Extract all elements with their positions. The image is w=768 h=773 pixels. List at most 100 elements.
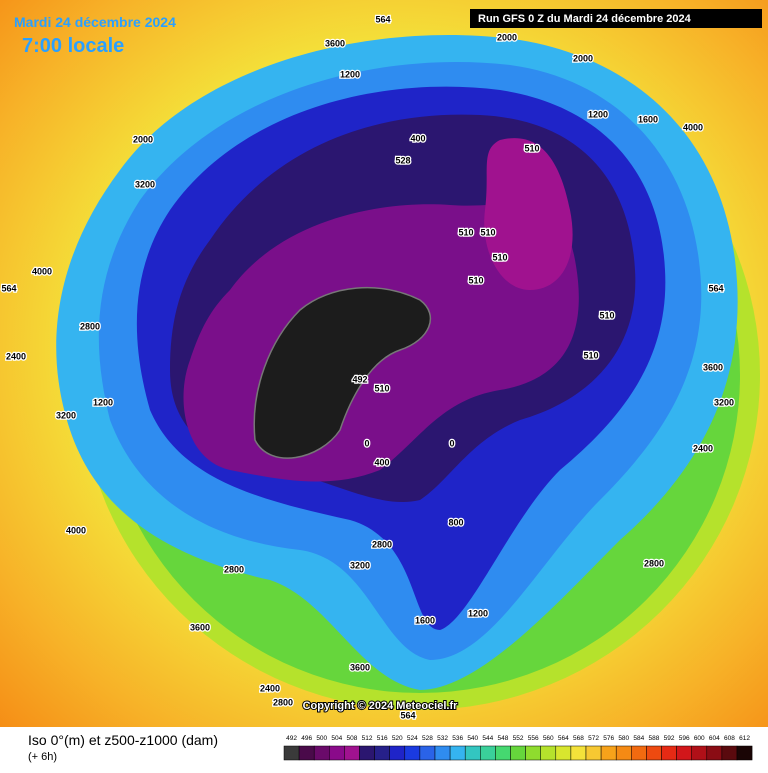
contour-label: 0 bbox=[364, 438, 369, 448]
contour-label: 400 bbox=[410, 133, 425, 143]
scale-swatch bbox=[615, 745, 632, 761]
contour-label: 510 bbox=[492, 252, 507, 262]
scale-label: 492 bbox=[286, 735, 297, 742]
contour-label: 3200 bbox=[56, 410, 76, 420]
contour-label: 510 bbox=[524, 143, 539, 153]
scale-swatch bbox=[555, 745, 572, 761]
contour-label: 2000 bbox=[573, 53, 593, 63]
scale-swatch bbox=[736, 745, 753, 761]
contour-label: 3200 bbox=[135, 179, 155, 189]
scale-swatch bbox=[374, 745, 390, 761]
contour-label: 2400 bbox=[260, 683, 280, 693]
contour-label: 3600 bbox=[325, 38, 345, 48]
contour-label: 2800 bbox=[644, 558, 664, 568]
contour-label: 2800 bbox=[273, 697, 293, 707]
contour-label: 3600 bbox=[703, 362, 723, 372]
scale-swatch bbox=[525, 745, 541, 761]
contour-label: 1200 bbox=[588, 109, 608, 119]
scale-label: 524 bbox=[407, 735, 418, 742]
contour-label: 2800 bbox=[224, 564, 244, 574]
date: Mardi 24 décembre 2024 bbox=[14, 14, 176, 30]
copyright: Copyright © 2024 Meteociel.fr bbox=[303, 700, 459, 712]
scale-label: 584 bbox=[633, 735, 644, 742]
scale-swatch bbox=[600, 745, 617, 761]
time: 7:00 locale bbox=[22, 35, 124, 57]
legend-title: Iso 0°(m) et z500-z1000 (dam) bbox=[28, 732, 218, 748]
contour-label: 510 bbox=[480, 227, 495, 237]
scale-swatch bbox=[313, 745, 330, 761]
contour-label: 2800 bbox=[80, 321, 100, 331]
scale-label: 564 bbox=[558, 735, 569, 742]
scale-label: 508 bbox=[347, 735, 358, 742]
scale-swatch bbox=[676, 745, 692, 761]
run-info: Run GFS 0 Z du Mardi 24 décembre 2024 bbox=[478, 13, 692, 25]
scale-label: 560 bbox=[543, 735, 554, 742]
contour-label: 3200 bbox=[350, 560, 370, 570]
scale-label: 504 bbox=[331, 735, 342, 742]
contour-label: 400 bbox=[374, 457, 389, 467]
scale-label: 540 bbox=[467, 735, 478, 742]
scale-label: 592 bbox=[664, 735, 675, 742]
contour-label: 510 bbox=[374, 383, 389, 393]
scale-label: 548 bbox=[498, 735, 509, 742]
scale-label: 556 bbox=[528, 735, 539, 742]
scale-label: 528 bbox=[422, 735, 433, 742]
scale-label: 500 bbox=[316, 735, 327, 742]
contour-label: 1600 bbox=[415, 615, 435, 625]
scale-swatch bbox=[464, 745, 481, 761]
scale-swatch bbox=[495, 745, 511, 761]
scale-swatch bbox=[570, 745, 587, 761]
contour-label: 2800 bbox=[372, 539, 392, 549]
legend-subtitle: (+ 6h) bbox=[28, 751, 57, 763]
contour-label: 3600 bbox=[350, 662, 370, 672]
contour-label: 4000 bbox=[683, 122, 703, 132]
contour-label: 564 bbox=[400, 710, 415, 720]
contour-label: 528 bbox=[395, 155, 410, 165]
scale-label: 612 bbox=[739, 735, 750, 742]
contour-label: 510 bbox=[599, 310, 614, 320]
contour-label: 3600 bbox=[190, 622, 210, 632]
scale-label: 536 bbox=[452, 735, 463, 742]
contour-label: 564 bbox=[375, 14, 390, 24]
contour-label: 3200 bbox=[714, 397, 734, 407]
contour-label: 800 bbox=[448, 517, 463, 527]
scale-label: 552 bbox=[513, 735, 524, 742]
contour-label: 564 bbox=[1, 283, 16, 293]
scale-label: 600 bbox=[694, 735, 705, 742]
scale-swatch bbox=[721, 745, 738, 761]
scale-swatch bbox=[646, 745, 662, 761]
scale-swatch bbox=[585, 745, 602, 761]
scale-label: 516 bbox=[377, 735, 388, 742]
scale-swatch bbox=[661, 745, 677, 761]
run-box bbox=[470, 9, 762, 28]
scale-label: 496 bbox=[301, 735, 312, 742]
scale-label: 544 bbox=[482, 735, 493, 742]
scale-label: 576 bbox=[603, 735, 614, 742]
contour-label: 1200 bbox=[340, 69, 360, 79]
contour-label: 2400 bbox=[6, 351, 26, 361]
scale-swatch bbox=[691, 745, 708, 761]
scale-swatch bbox=[434, 745, 451, 761]
contour-label: 2400 bbox=[693, 443, 713, 453]
contour-label: 1200 bbox=[468, 608, 488, 618]
contour-label: 1200 bbox=[93, 397, 113, 407]
contour-label: 0 bbox=[449, 438, 454, 448]
scale-swatch bbox=[510, 745, 526, 761]
contour-label: 2000 bbox=[497, 32, 517, 42]
scale-swatch bbox=[449, 745, 466, 761]
scale-label: 568 bbox=[573, 735, 584, 742]
scale-label: 588 bbox=[649, 735, 660, 742]
scale-label: 596 bbox=[679, 735, 690, 742]
scale-swatch bbox=[298, 745, 315, 761]
scale-swatch bbox=[389, 745, 406, 761]
contour-label: 510 bbox=[468, 275, 483, 285]
scale-swatch bbox=[283, 745, 300, 761]
color-scale: 492 496 500 504 508 512 516 520 524 528 532 536 540 5… bbox=[283, 735, 753, 761]
contour-label: 510 bbox=[458, 227, 473, 237]
scale-label: 520 bbox=[392, 735, 403, 742]
scale-swatch bbox=[706, 745, 723, 761]
field bbox=[56, 35, 760, 710]
scale-swatch bbox=[480, 745, 496, 761]
